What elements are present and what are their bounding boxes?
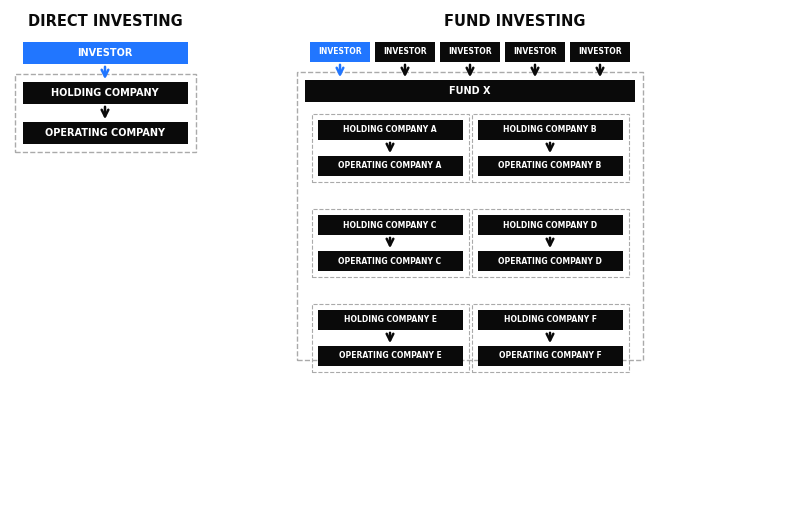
FancyBboxPatch shape (305, 80, 635, 102)
Text: OPERATING COMPANY C: OPERATING COMPANY C (338, 257, 442, 266)
FancyBboxPatch shape (23, 42, 188, 64)
Text: HOLDING COMPANY F: HOLDING COMPANY F (503, 315, 597, 325)
Text: INVESTOR: INVESTOR (318, 48, 362, 56)
FancyBboxPatch shape (478, 346, 623, 366)
Text: FUND INVESTING: FUND INVESTING (444, 14, 586, 30)
FancyBboxPatch shape (440, 42, 500, 62)
Text: OPERATING COMPANY F: OPERATING COMPANY F (498, 352, 602, 360)
FancyBboxPatch shape (478, 310, 623, 330)
FancyBboxPatch shape (505, 42, 565, 62)
FancyBboxPatch shape (310, 42, 370, 62)
FancyBboxPatch shape (318, 156, 463, 176)
Bar (312, 304, 469, 372)
Bar (297, 72, 643, 360)
FancyBboxPatch shape (478, 215, 623, 235)
FancyBboxPatch shape (318, 346, 463, 366)
FancyBboxPatch shape (318, 215, 463, 235)
Bar (15, 74, 196, 152)
Text: HOLDING COMPANY A: HOLDING COMPANY A (343, 125, 437, 135)
Text: HOLDING COMPANY B: HOLDING COMPANY B (503, 125, 597, 135)
FancyBboxPatch shape (318, 120, 463, 140)
Text: FUND X: FUND X (450, 86, 490, 96)
Text: INVESTOR: INVESTOR (78, 48, 133, 58)
Text: HOLDING COMPANY E: HOLDING COMPANY E (343, 315, 437, 325)
Text: OPERATING COMPANY A: OPERATING COMPANY A (338, 161, 442, 170)
Text: INVESTOR: INVESTOR (513, 48, 557, 56)
FancyBboxPatch shape (478, 156, 623, 176)
Text: OPERATING COMPANY B: OPERATING COMPANY B (498, 161, 602, 170)
Text: DIRECT INVESTING: DIRECT INVESTING (28, 14, 182, 30)
FancyBboxPatch shape (375, 42, 435, 62)
FancyBboxPatch shape (478, 251, 623, 271)
Text: INVESTOR: INVESTOR (578, 48, 622, 56)
FancyBboxPatch shape (570, 42, 630, 62)
Text: INVESTOR: INVESTOR (383, 48, 427, 56)
Bar (472, 209, 629, 277)
FancyBboxPatch shape (23, 82, 188, 104)
Bar (472, 114, 629, 182)
Text: HOLDING COMPANY: HOLDING COMPANY (51, 88, 159, 98)
Text: OPERATING COMPANY: OPERATING COMPANY (45, 128, 165, 138)
FancyBboxPatch shape (23, 122, 188, 144)
Bar (472, 304, 629, 372)
Text: HOLDING COMPANY C: HOLDING COMPANY C (343, 221, 437, 229)
FancyBboxPatch shape (478, 120, 623, 140)
Bar (312, 209, 469, 277)
FancyBboxPatch shape (318, 310, 463, 330)
Bar (312, 114, 469, 182)
Text: INVESTOR: INVESTOR (448, 48, 492, 56)
FancyBboxPatch shape (318, 251, 463, 271)
Text: OPERATING COMPANY D: OPERATING COMPANY D (498, 257, 602, 266)
Text: OPERATING COMPANY E: OPERATING COMPANY E (338, 352, 442, 360)
Text: HOLDING COMPANY D: HOLDING COMPANY D (503, 221, 597, 229)
